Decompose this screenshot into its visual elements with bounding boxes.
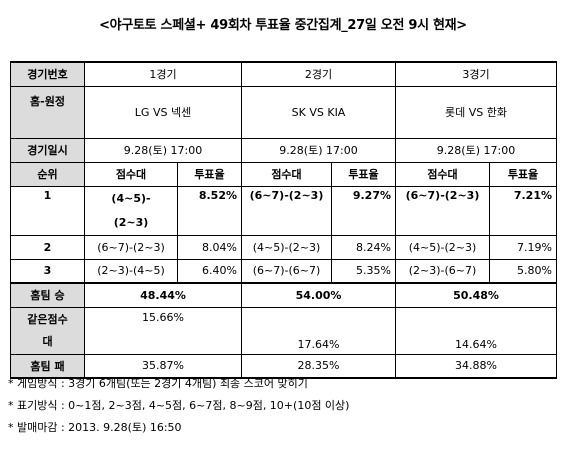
note-game-method: * 게임방식 : 3경기 6개팀(또는 2경기 4개팀) 최종 스코어 맞히기 [8,377,308,390]
home-lose-label: 홈팀 패 [10,353,85,379]
game-2-same-score: 17.64% [241,306,396,355]
note-notation: * 표기방식 : 0~1점, 2~3점, 4~5점, 6~7점, 8~9점, 1… [8,399,350,412]
same-score-label-line2: 대 [42,334,53,348]
game-1-rate-header: 투표율 [177,161,242,187]
same-score-label-line1: 같은점수 [27,312,68,326]
game-2-rank-3-range: (6~7)-(6~7) [241,258,332,284]
footnotes: * 게임방식 : 3경기 6개팀(또는 2경기 4개팀) 최종 스코어 맞히기 … [8,373,349,439]
game-1-same-score: 15.66% [84,306,242,355]
game-3-date: 9.28(토) 17:00 [395,137,557,163]
game-3-rank-1-rate: 7.21% [489,185,557,236]
game-1-rank-2-rate: 8.04% [177,234,242,260]
game-3-range-header: 점수대 [395,161,490,187]
game-1-rank-1-range: (4~5)- (2~3) [84,185,178,236]
home-win-row: 홈팀 승 48.44% 54.00% 50.48% [10,282,557,308]
home-win-label: 홈팀 승 [10,282,85,308]
game-2-rank-2-rate: 8.24% [331,234,396,260]
game-number-label: 경기번호 [10,61,85,87]
game-3-same-score: 14.64% [395,306,557,355]
game-3-rank-1-range: (6~7)-(2~3) [395,185,490,236]
game-3-rank-2-range: (4~5)-(2~3) [395,234,490,260]
game-3-matchup: 롯데 VS 한화 [395,85,557,139]
rank-label: 순위 [10,161,85,187]
note-deadline: * 발매마감 : 2013. 9.28(토) 16:50 [8,421,182,434]
rank-3-number: 3 [10,258,85,284]
date-row: 경기일시 9.28(토) 17:00 9.28(토) 17:00 9.28(토)… [10,137,557,163]
game-3-rank-3-rate: 5.80% [489,258,557,284]
game-2-matchup: SK VS KIA [241,85,396,139]
game-1-matchup: LG VS 넥센 [84,85,242,139]
game-1-rank-3-range: (2~3)-(4~5) [84,258,178,284]
date-label: 경기일시 [10,137,85,163]
home-away-label: 홈-원정 [10,85,85,139]
rank-1-row: 1 (4~5)- (2~3) 8.52% (6~7)-(2~3) 9.27% (6… [10,185,557,236]
game-number-row: 경기번호 1경기 2경기 3경기 [10,61,557,87]
game-3-rank-2-rate: 7.19% [489,234,557,260]
rank-1-number: 1 [10,185,85,236]
game-1-rank-2-range: (6~7)-(2~3) [84,234,178,260]
game-2-date: 9.28(토) 17:00 [241,137,396,163]
game-2-rank-3-rate: 5.35% [331,258,396,284]
game-2-rate-header: 투표율 [331,161,396,187]
game-3-rate-header: 투표율 [489,161,557,187]
home-away-row: 홈-원정 LG VS 넥센 SK VS KIA 롯데 VS 한화 [10,85,557,139]
document-title: <야구토토 스페셜+ 49회차 투표율 중간집계_27일 오전 9시 현재> [99,18,467,33]
game-1-range-header: 점수대 [84,161,178,187]
game-2-rank-2-range: (4~5)-(2~3) [241,234,332,260]
game-1-home-lose: 35.87% [84,353,242,379]
rank-2-row: 2 (6~7)-(2~3) 8.04% (4~5)-(2~3) 8.24% (4… [10,234,557,260]
game-1-home-win: 48.44% [84,282,242,308]
home-lose-row: 홈팀 패 35.87% 28.35% 34.88% [10,353,557,379]
game-2-home-lose: 28.35% [241,353,396,379]
game-1-rank-1-range-line1: (4~5)- [111,191,151,205]
game-2-number: 2경기 [241,61,396,87]
rank-header-row: 순위 점수대 투표율 점수대 투표율 점수대 투표율 [10,161,557,187]
game-1-date: 9.28(토) 17:00 [84,137,242,163]
rank-2-number: 2 [10,234,85,260]
game-2-home-win: 54.00% [241,282,396,308]
game-2-range-header: 점수대 [241,161,332,187]
game-1-number: 1경기 [84,61,242,87]
game-2-rank-1-range: (6~7)-(2~3) [241,185,332,236]
game-2-rank-1-rate: 9.27% [331,185,396,236]
game-3-home-win: 50.48% [395,282,557,308]
game-3-rank-3-range: (2~3)-(6~7) [395,258,490,284]
game-1-rank-1-rate: 8.52% [177,185,242,236]
game-3-home-lose: 34.88% [395,353,557,379]
game-1-rank-3-rate: 6.40% [177,258,242,284]
game-1-rank-1-range-line2: (2~3) [113,215,149,229]
vote-rate-table: 경기번호 1경기 2경기 3경기 홈-원정 LG VS 넥센 SK VS KIA… [10,61,557,379]
rank-3-row: 3 (2~3)-(4~5) 6.40% (6~7)-(6~7) 5.35% (2… [10,258,557,284]
game-3-number: 3경기 [395,61,557,87]
